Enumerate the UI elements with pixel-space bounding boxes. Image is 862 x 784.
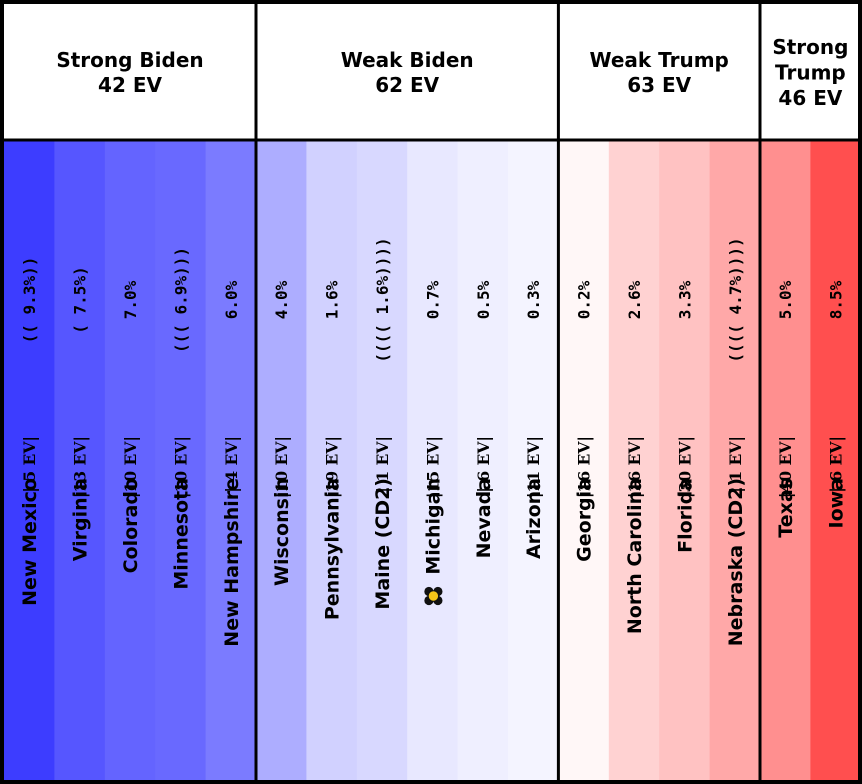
margin-label: 6.0% xyxy=(222,280,241,319)
state-column: 3.3% |30 EV|Florida xyxy=(659,140,710,780)
state-column: 7.0% |10 EV|Colorado xyxy=(104,140,156,780)
state-bar xyxy=(508,140,559,780)
state-name: Texas xyxy=(775,478,797,538)
state-column: (( 9.3%)) | 5 EV|New Mexico xyxy=(4,140,55,780)
state-bar xyxy=(205,140,257,780)
margin-label: (( 9.3%)) xyxy=(20,257,39,344)
state-column: 8.5% | 6 EV|Iowa xyxy=(810,140,862,780)
margin-label: 4.0% xyxy=(272,280,291,319)
state-column: 0.5% | 6 EV|Nevada xyxy=(457,140,509,780)
state-column: 4.0% |10 EV|Wisconsin xyxy=(256,140,307,780)
state-name: Wisconsin xyxy=(271,478,293,586)
group-header: Strong Trump 46 EV xyxy=(772,35,848,110)
margin-label: (((( 4.7%)))) xyxy=(726,237,745,362)
state-column: 2.6% |16 EV|North Carolina xyxy=(608,140,660,780)
state-name: Michigan xyxy=(422,478,444,575)
state-column: 0.3% |11 EV|Arizona xyxy=(508,140,559,780)
state-name: New Hampshire xyxy=(221,478,243,647)
ev-label: | 6 EV| xyxy=(474,436,493,493)
ev-label: |13 EV| xyxy=(71,436,90,498)
ev-label: |16 EV| xyxy=(575,436,594,498)
state-column: 0.2% |16 EV|Georgia xyxy=(558,140,610,780)
margin-label: 5.0% xyxy=(776,280,795,319)
margin-label: (((( 1.6%)))) xyxy=(373,237,392,362)
state-name: Minnesota xyxy=(170,478,192,590)
margin-label: 3.3% xyxy=(675,280,694,319)
state-name: Virginia xyxy=(70,478,92,561)
state-name: Georgia xyxy=(574,478,596,562)
state-bar xyxy=(760,140,811,780)
ev-label: |10 EV| xyxy=(121,436,140,498)
ev-label: |16 EV| xyxy=(625,436,644,498)
margin-label: 0.2% xyxy=(575,280,594,319)
group-0: Strong Biden 42 EV (( 9.3%)) | 5 EV|New Mex… xyxy=(4,48,257,780)
margin-label: 8.5% xyxy=(827,280,846,319)
state-name: Iowa xyxy=(826,478,848,529)
margin-label: 2.6% xyxy=(625,280,644,319)
margin-label: ((( 6.9%))) xyxy=(171,247,190,353)
ev-label: |30 EV| xyxy=(675,436,694,498)
ev-label: |19 EV| xyxy=(323,436,342,498)
group-1: Weak Biden 62 EV 4.0% |10 EV|Wisconsin 1.6% |… xyxy=(256,48,559,780)
state-bar xyxy=(256,140,307,780)
ev-label: | 5 EV| xyxy=(20,436,39,493)
state-column: ( 7.5%) |13 EV|Virginia xyxy=(54,140,106,780)
flower-icon xyxy=(424,586,443,606)
state-bar xyxy=(608,140,660,780)
margin-label: 7.0% xyxy=(121,280,140,319)
state-name: Maine (CD2) xyxy=(372,478,394,610)
margin-label: 1.6% xyxy=(323,280,342,319)
ev-label: |15 EV| xyxy=(423,436,442,498)
state-name: Nebraska (CD2) xyxy=(725,478,747,646)
state-name: Colorado xyxy=(120,478,142,573)
state-column: (((( 4.7%)))) | 1 EV|Nebraska (CD2) xyxy=(709,140,761,780)
state-column: (((( 1.6%)))) | 1 EV|Maine (CD2) xyxy=(356,140,408,780)
state-bar xyxy=(155,140,206,780)
ev-label: | 4 EV| xyxy=(222,436,241,493)
state-bar xyxy=(356,140,408,780)
state-bar xyxy=(558,140,610,780)
state-bar xyxy=(407,140,458,780)
ev-label: |10 EV| xyxy=(171,436,190,498)
state-name: Nevada xyxy=(473,478,495,558)
state-column: 6.0% | 4 EV|New Hampshire xyxy=(205,140,257,780)
state-bar xyxy=(709,140,761,780)
state-name: Pennsylvania xyxy=(322,478,344,620)
ev-label: | 1 EV| xyxy=(726,436,745,493)
state-bar xyxy=(659,140,710,780)
group-header: Weak Biden 62 EV xyxy=(341,48,474,97)
margin-label: ( 7.5%) xyxy=(71,266,90,333)
margin-label: 0.7% xyxy=(423,280,442,319)
state-name: North Carolina xyxy=(624,478,646,634)
ev-label: | 6 EV| xyxy=(827,436,846,493)
ev-label: |10 EV| xyxy=(272,436,291,498)
state-bar xyxy=(104,140,156,780)
state-bar xyxy=(810,140,862,780)
state-column: 0.7% |15 EV|Michigan xyxy=(407,140,458,780)
state-bar xyxy=(4,140,55,780)
state-bar xyxy=(457,140,509,780)
state-column: ((( 6.9%))) |10 EV|Minnesota xyxy=(155,140,206,780)
state-name: Florida xyxy=(674,478,696,553)
ev-label: |40 EV| xyxy=(776,436,795,498)
state-column: 5.0% |40 EV|Texas xyxy=(760,140,811,780)
state-name: Arizona xyxy=(523,478,545,559)
state-bar xyxy=(306,140,358,780)
group-header: Weak Trump 63 EV xyxy=(590,48,729,97)
state-column: 1.6% |19 EV|Pennsylvania xyxy=(306,140,358,780)
state-bar xyxy=(54,140,106,780)
ev-label: |11 EV| xyxy=(524,436,543,498)
group-2: Weak Trump 63 EV0.2%|16 EV|Georgia2.6%|16… xyxy=(558,48,761,780)
group-3: Strong Trump 46 EV 5.0% |40 EV|Texas 8.5% | 6 … xyxy=(760,35,862,780)
margin-label: 0.3% xyxy=(524,280,543,319)
group-header: Strong Biden 42 EV xyxy=(56,48,203,97)
margin-label: 0.5% xyxy=(474,280,493,319)
ev-label: | 1 EV| xyxy=(373,436,392,493)
state-name: New Mexico xyxy=(19,478,41,606)
